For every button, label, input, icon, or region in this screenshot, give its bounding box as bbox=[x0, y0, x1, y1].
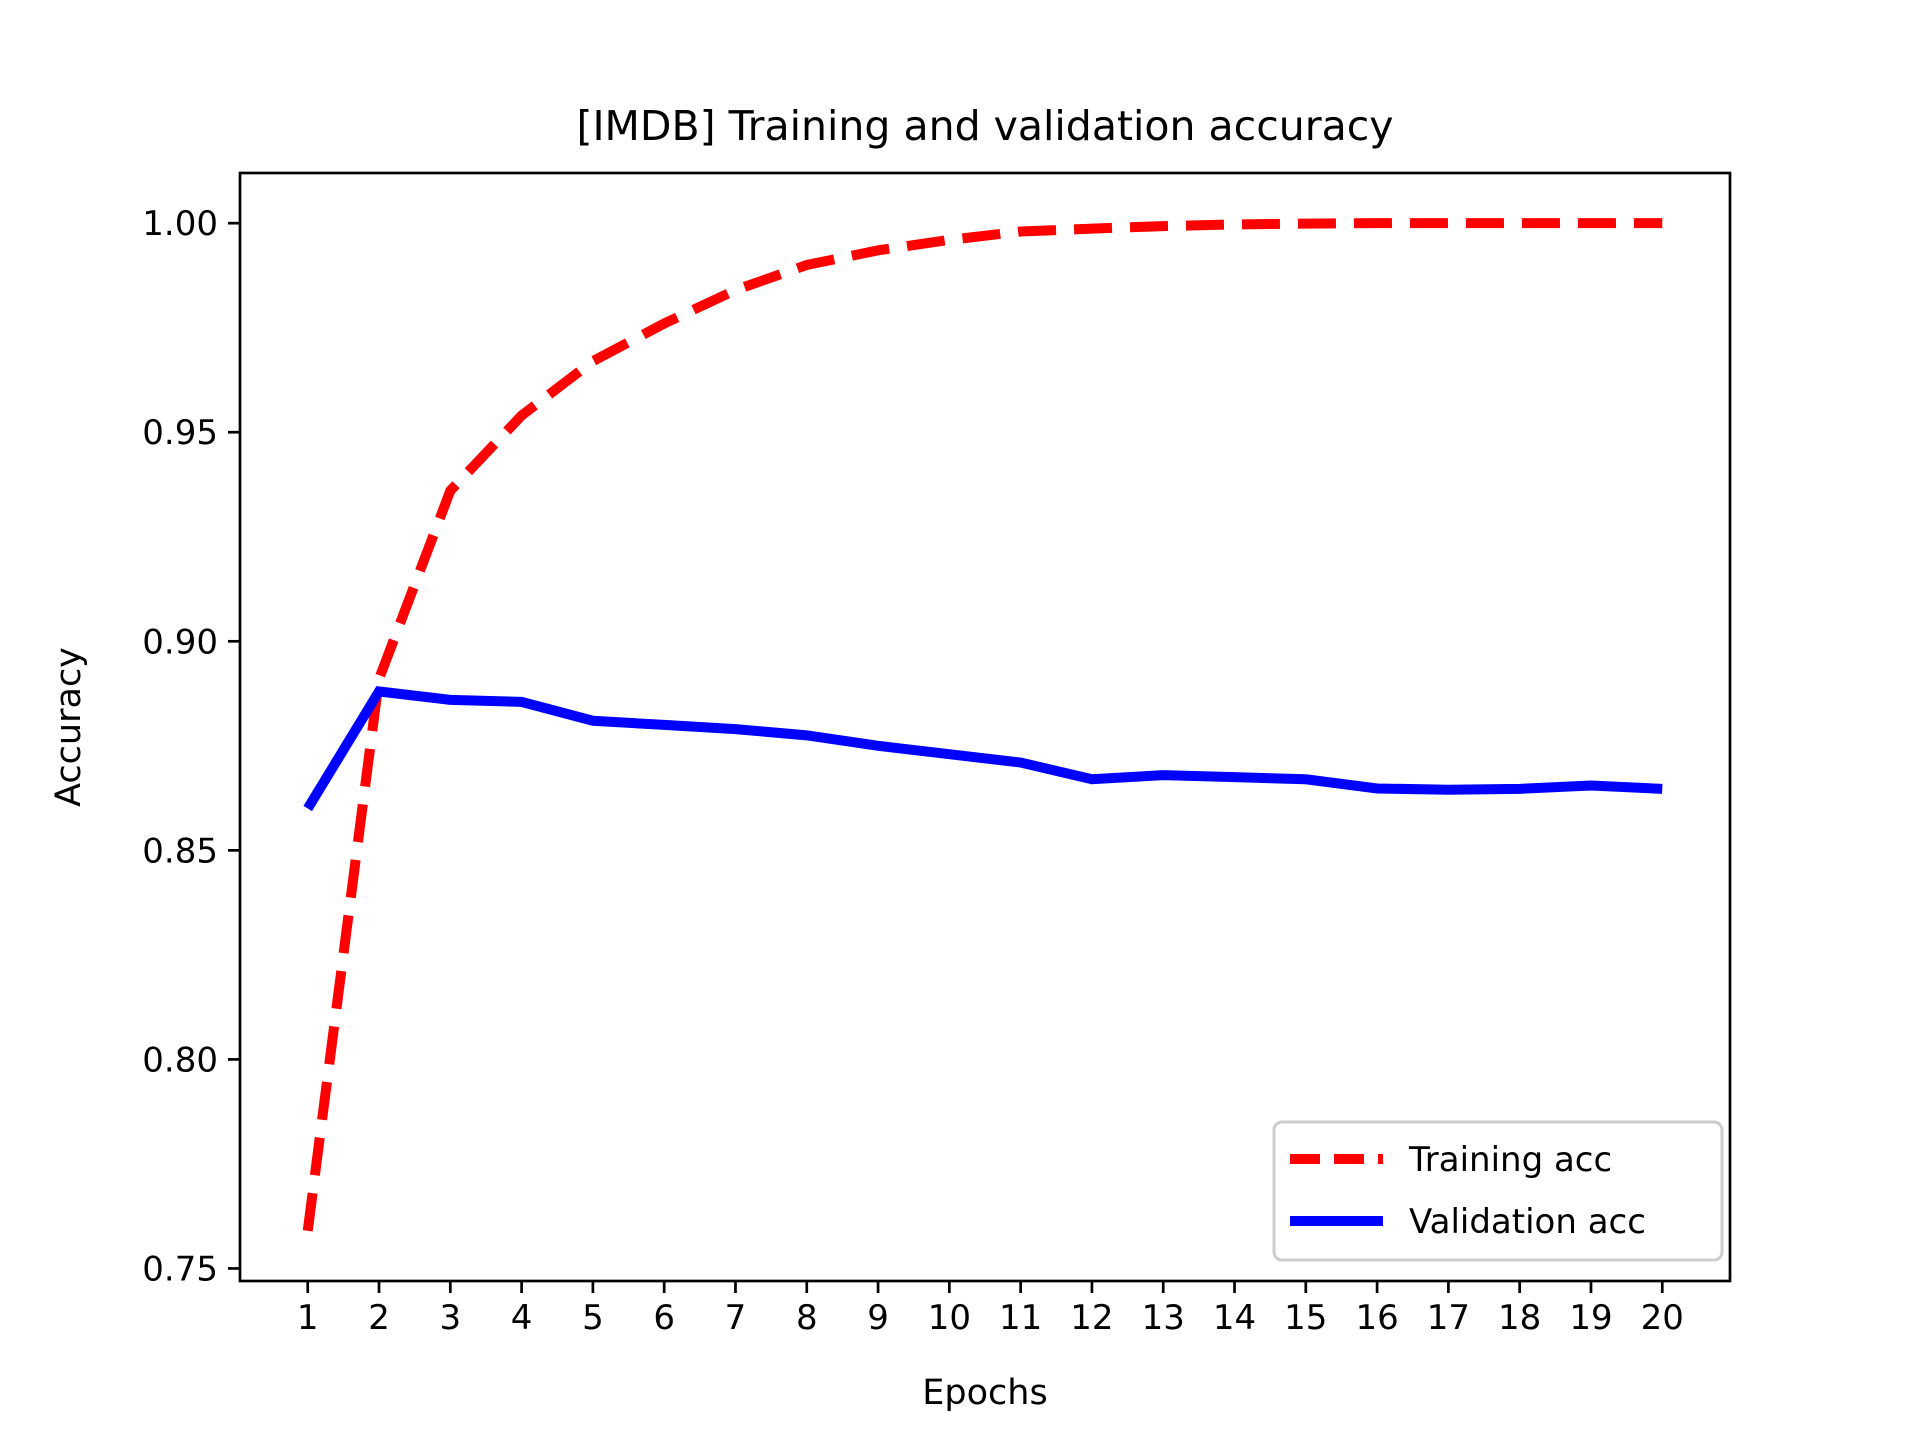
x-tick-label: 3 bbox=[439, 1298, 461, 1338]
x-tick-label: 14 bbox=[1213, 1298, 1256, 1338]
chart-title: [IMDB] Training and validation accuracy bbox=[576, 102, 1393, 150]
x-tick-label: 1 bbox=[297, 1298, 319, 1338]
series-line-training-acc bbox=[302, 218, 1663, 1232]
x-tick-label: 16 bbox=[1355, 1298, 1398, 1338]
legend-label: Training acc bbox=[1408, 1140, 1612, 1180]
y-tick-label: 0.75 bbox=[142, 1249, 218, 1289]
x-tick-label: 20 bbox=[1641, 1298, 1684, 1338]
y-tick-label: 0.95 bbox=[142, 413, 218, 453]
x-tick-label: 8 bbox=[796, 1298, 818, 1338]
y-axis-label: Accuracy bbox=[49, 647, 89, 807]
y-tick-label: 0.90 bbox=[142, 622, 218, 662]
series-line-validation-acc bbox=[303, 686, 1663, 812]
x-tick-label: 12 bbox=[1070, 1298, 1113, 1338]
x-tick-label: 13 bbox=[1142, 1298, 1185, 1338]
x-tick-label: 17 bbox=[1427, 1298, 1470, 1338]
x-axis-label: Epochs bbox=[922, 1373, 1047, 1413]
x-tick-label: 6 bbox=[653, 1298, 675, 1338]
plot-area: 1 2 3 4 5 6 7 8 9 10 11 12 13 14 15 16 17 18 19 200.750.800… bbox=[142, 171, 1732, 1338]
x-tick-label: 18 bbox=[1498, 1298, 1541, 1338]
x-tick-label: 2 bbox=[368, 1298, 390, 1338]
legend-box bbox=[1272, 1120, 1724, 1262]
y-tick-label: 0.80 bbox=[142, 1040, 218, 1080]
x-tick-label: 10 bbox=[928, 1298, 971, 1338]
axes-spines bbox=[238, 171, 1732, 1283]
x-tick-label: 5 bbox=[582, 1298, 604, 1338]
x-tick-label: 15 bbox=[1284, 1298, 1327, 1338]
y-tick-label: 1.00 bbox=[142, 204, 218, 244]
x-tick-label: 11 bbox=[999, 1298, 1042, 1338]
x-tick-label: 9 bbox=[867, 1298, 889, 1338]
x-tick-label: 4 bbox=[511, 1298, 533, 1338]
x-tick-label: 19 bbox=[1569, 1298, 1612, 1338]
x-tick-label: 7 bbox=[725, 1298, 747, 1338]
legend-label: Validation acc bbox=[1409, 1202, 1646, 1242]
y-tick-label: 0.85 bbox=[142, 831, 218, 871]
